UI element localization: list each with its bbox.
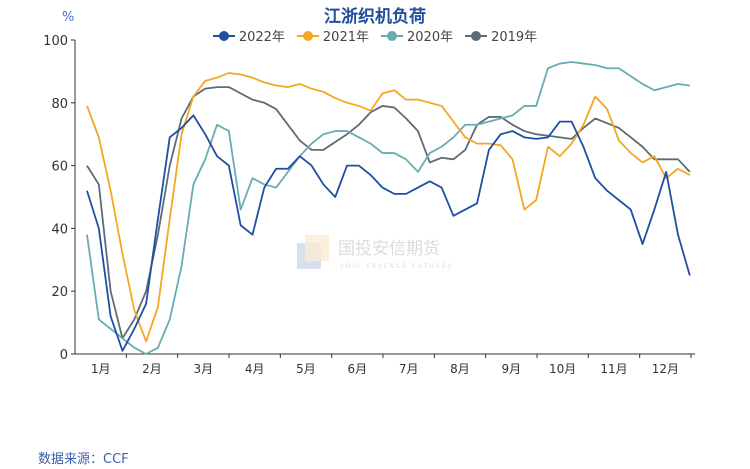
watermark: 国投安信期货 SDIC ESSENCE FUTURES: [297, 235, 454, 270]
x-tick-label: 5月: [296, 362, 316, 376]
legend-label: 2021年: [322, 30, 369, 45]
legend-item[interactable]: 2019年: [465, 26, 537, 45]
legend-label: 2020年: [407, 30, 454, 45]
legend-marker-icon: [381, 30, 403, 41]
y-tick-label: 80: [51, 97, 68, 112]
legend-marker-icon: [465, 30, 488, 41]
x-tick-label: 9月: [502, 362, 522, 376]
watermark-logo-orange: [305, 235, 329, 261]
series-line-2022年: [86, 114, 691, 352]
x-tick-label: 2月: [142, 362, 162, 376]
legend-item[interactable]: 2020年: [381, 26, 453, 45]
y-tick-label: 20: [51, 285, 68, 300]
x-tick-label: 12月: [652, 362, 679, 376]
y-tick-label: 40: [51, 222, 68, 237]
x-tick-label: 7月: [399, 362, 419, 376]
legend-item[interactable]: 2021年: [296, 26, 369, 45]
legend-item[interactable]: 2022年: [212, 26, 285, 45]
watermark-cn: 国投安信期货: [338, 239, 440, 259]
x-tick-label: 6月: [348, 362, 368, 376]
y-tick-label: 0: [60, 348, 68, 363]
data-source: 数据来源：CCF: [38, 452, 129, 467]
legend-label: 2019年: [491, 30, 538, 45]
chart-title: 江浙织机负荷: [324, 7, 426, 27]
legend: 2022年 2021年 2020年 2019年: [0, 26, 750, 45]
x-tick-label: 1月: [91, 362, 111, 376]
x-tick-label: 3月: [194, 362, 214, 376]
x-tick-label: 11月: [600, 362, 627, 376]
y-axis-unit: %: [62, 10, 75, 25]
x-tick-label: 8月: [450, 362, 470, 376]
legend-label: 2022年: [238, 30, 285, 45]
x-tick-label: 10月: [549, 362, 576, 376]
y-tick-label: 100: [43, 34, 68, 49]
series-line-2019年: [86, 86, 691, 340]
legend-marker-icon: [296, 30, 319, 41]
y-tick-label: 60: [51, 160, 68, 175]
legend-marker-icon: [212, 30, 235, 41]
watermark-en: SDIC ESSENCE FUTURES: [340, 263, 454, 270]
x-tick-label: 4月: [245, 362, 265, 376]
series-line-2021年: [86, 72, 691, 343]
series-line-2020年: [86, 61, 690, 355]
watermark-logo-blue: [297, 243, 321, 269]
